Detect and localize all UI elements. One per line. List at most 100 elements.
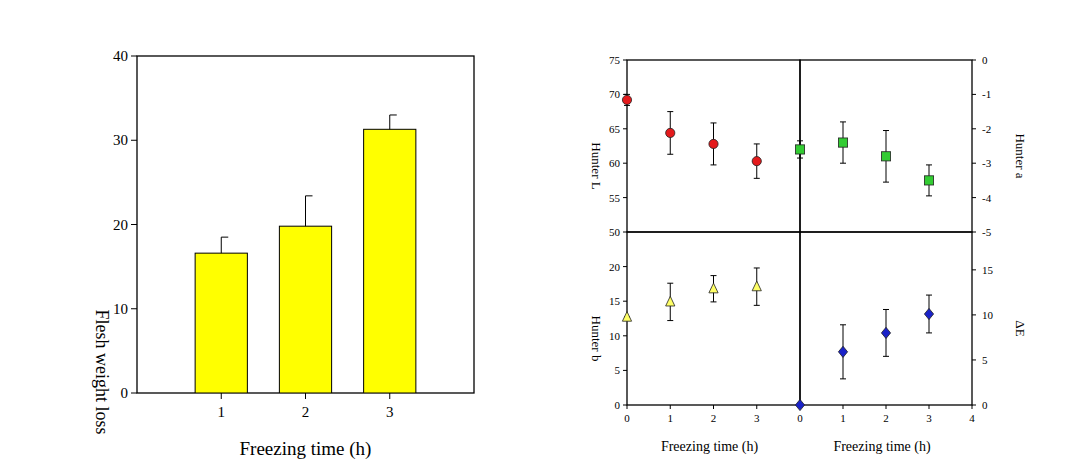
y2-tick-label: -1 [982,88,991,100]
y-tick-label: 30 [113,132,128,148]
y2-tick-label: -5 [982,226,992,238]
error-cap [883,309,889,310]
error-cap [667,154,673,155]
error-cap [711,122,717,123]
x-tick [886,405,887,409]
x-tick [713,405,714,409]
y-tick [623,335,627,336]
x-tick-label: 3 [754,412,760,424]
y-tick-label: 65 [609,123,621,135]
error-stem [221,237,222,253]
y2-tick [972,197,976,198]
x-tick [221,393,222,399]
y-tick [131,224,137,225]
y2-tick-label: -2 [982,123,991,135]
point [924,308,933,319]
y2-axis-label: Hunter a [1013,133,1028,178]
y2-tick [972,359,976,360]
y2-tick [972,94,976,95]
bar [364,129,416,393]
x-axis-label: Freezing time (h) [661,439,759,455]
point [838,346,847,357]
error-cap [754,305,760,306]
point [838,138,847,147]
x-tick [756,405,757,409]
error-cap [711,301,717,302]
error-cap [754,178,760,179]
point [881,327,890,338]
error-cap [926,164,932,165]
error-bar [390,115,397,129]
error-cap [624,105,630,106]
error-cap [883,182,889,183]
y2-tick-label: -3 [982,157,992,169]
y-tick-label: 0 [615,399,621,411]
point [881,152,890,161]
error-cap [711,275,717,276]
panel-frame [627,60,800,232]
point [666,296,675,306]
x-tick [843,405,844,409]
x-tick-label: 1 [840,412,846,424]
error-cap [711,164,717,165]
error-cap [624,94,630,95]
x-tick [627,405,628,409]
y-axis-label: Hunter b [589,316,604,362]
y-tick [131,140,137,141]
error-cap [840,163,846,164]
y-tick-label: 5 [615,364,621,376]
point [752,281,761,291]
error-cap [797,158,803,159]
bar [279,226,331,393]
y-tick [623,370,627,371]
y-tick-label: 20 [609,261,621,273]
y-tick-label: 0 [121,385,129,401]
y-tick-label: 50 [609,226,621,238]
error-cap [926,195,932,196]
bar [195,253,247,393]
y-axis-label: Flesh weight loss [92,309,112,434]
y2-tick-label: 10 [982,309,994,321]
y-tick [623,301,627,302]
plot-area [622,94,761,178]
error-cap [883,356,889,357]
point [795,145,804,154]
error-cap [221,237,228,238]
y-tick-label: 70 [609,88,621,100]
plot-frame [137,56,474,393]
error-cap [840,324,846,325]
figure: 010203040123Freezing time (h)Flesh weigh… [0,0,1079,471]
y-tick [131,56,137,57]
y2-tick [972,314,976,315]
x-tick-label: 1 [668,412,674,424]
x-tick [972,405,973,409]
plot-area [195,115,416,393]
x-tick-label: 3 [926,412,932,424]
point [666,128,675,137]
error-cap [797,140,803,141]
error-cap [306,195,313,196]
error-cap [883,130,889,131]
x-tick [670,405,671,409]
y-tick [623,266,627,267]
y2-tick [972,269,976,270]
y2-tick-label: 5 [982,354,988,366]
error-cap [667,320,673,321]
x-tick-label: 2 [302,404,310,420]
y-tick-label: 20 [113,217,128,233]
y-tick-label: 55 [609,192,621,204]
x-tick-label: 0 [797,412,803,424]
error-cap [926,295,932,296]
y2-tick [972,163,976,164]
y-tick [131,393,137,394]
panel-frame [800,232,972,405]
error-cap [667,283,673,284]
error-bar [221,237,228,253]
y-tick [623,405,627,406]
y-axis-label: Hunter L [589,142,604,189]
point [752,157,761,166]
point [622,312,631,322]
x-tick-label: 4 [969,412,975,424]
y-tick-label: 10 [113,301,128,317]
y-tick-label: 75 [609,54,621,66]
